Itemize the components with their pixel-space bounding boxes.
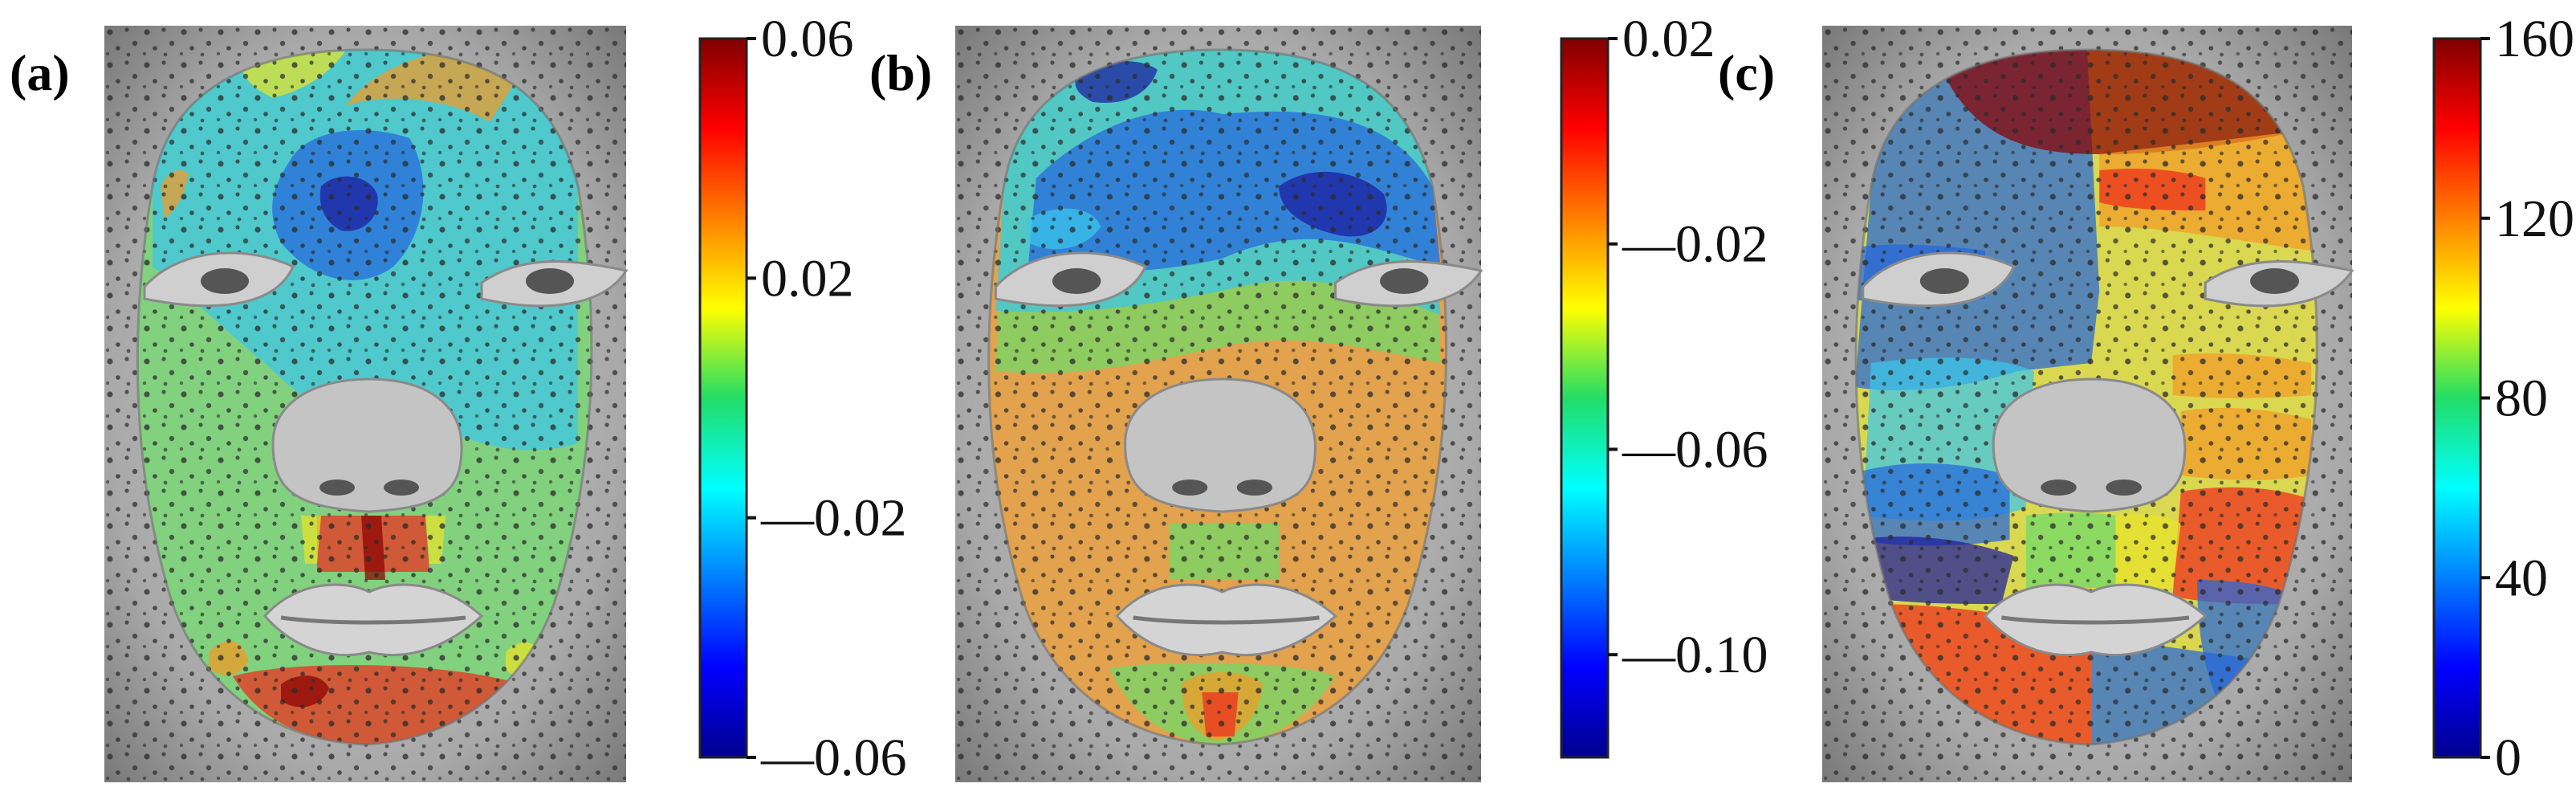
lip-line — [280, 615, 466, 625]
right-iris — [2250, 268, 2299, 294]
right-iris — [526, 268, 574, 294]
colorbar-gradient — [1561, 39, 1608, 757]
lips — [262, 583, 484, 657]
colorbar-tick-label: —0.06 — [760, 728, 907, 787]
lip-line — [1133, 615, 1320, 625]
colorbar-tick-label: —0.06 — [1622, 420, 1768, 479]
panel-label: (c) — [1718, 44, 1775, 101]
nose — [1992, 377, 2187, 513]
colorbar-tick-label: 120 — [2495, 190, 2574, 248]
colorbar-tick-label: 0.02 — [761, 249, 854, 308]
right-nostril — [2106, 479, 2143, 496]
panel-b: 0.02 —0.02 —0.06 —0.10 (b) — [869, 10, 1768, 782]
left-iris — [1919, 268, 1969, 294]
left-nostril — [319, 479, 355, 496]
colorbar-tick-label: 40 — [2495, 549, 2548, 607]
left-nostril — [2041, 479, 2077, 496]
left-iris — [201, 268, 249, 294]
colorbar-frame — [698, 37, 748, 759]
lips — [1115, 583, 1337, 657]
mask-outline — [987, 48, 1448, 746]
face-overlay — [955, 26, 1483, 782]
nose — [271, 377, 463, 513]
colorbar-tick-label: 160 — [2495, 10, 2574, 68]
face-overlay — [104, 26, 629, 782]
colorbar-tick-label: —0.02 — [760, 489, 907, 548]
panel-a: 0.06 0.02 —0.02 —0.06 (a) — [10, 10, 907, 787]
colorbar-frame — [1560, 37, 1609, 759]
nose — [1124, 377, 1316, 513]
mask-outline — [136, 48, 593, 746]
colorbar-tick-label: 0 — [2495, 728, 2521, 787]
colorbar-tick-label: 0.06 — [761, 10, 854, 68]
mask-outline — [1854, 48, 2318, 746]
colorbar-tick-label: 0.02 — [1622, 10, 1715, 68]
colorbar-gradient — [2434, 39, 2480, 757]
panel-label: (a) — [10, 44, 70, 101]
lip-line — [2001, 615, 2190, 625]
left-nostril — [1172, 479, 1208, 496]
colorbar-gradient — [700, 39, 747, 757]
right-nostril — [384, 479, 419, 496]
panel-label: (b) — [869, 44, 932, 101]
right-nostril — [1236, 479, 1273, 496]
face-overlay — [1822, 26, 2354, 782]
left-iris — [1052, 268, 1101, 294]
lips — [1984, 583, 2208, 657]
colorbar-tick-label: 80 — [2495, 369, 2548, 428]
panel-c: 160 120 80 40 0 (c) — [1718, 10, 2574, 787]
colorbar-tick-label: —0.02 — [1622, 215, 1768, 274]
colorbar-tick-label: —0.10 — [1622, 626, 1768, 684]
right-iris — [1380, 268, 1429, 294]
